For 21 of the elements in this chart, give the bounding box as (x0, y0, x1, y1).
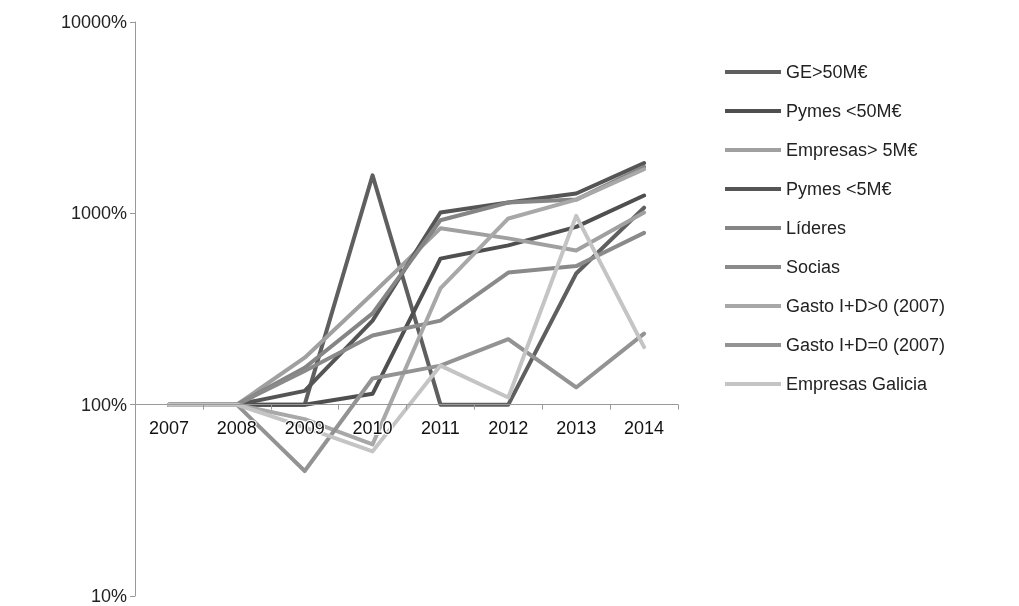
legend-label: Pymes <5M€ (786, 179, 892, 199)
x-tick-label: 2009 (284, 417, 325, 438)
y-tick-label: 10% (90, 586, 127, 606)
x-tick-label: 2012 (488, 417, 529, 438)
x-tick-label: 2014 (624, 417, 665, 438)
x-tick-label: 2011 (421, 417, 460, 438)
x-tick-label: 2013 (556, 417, 597, 438)
x-tick-label: 2007 (148, 417, 189, 438)
x-tick-label: 2010 (352, 417, 393, 438)
legend-label: Gasto I+D>0 (2007) (786, 296, 946, 316)
legend-label: Empresas> 5M€ (786, 140, 918, 160)
x-tick-label: 2008 (216, 417, 257, 438)
legend-label: GE>50M€ (786, 62, 868, 82)
y-tick-label: 1000% (70, 203, 127, 224)
legend-label: Pymes <50M€ (786, 101, 902, 121)
legend-label: Líderes (786, 218, 847, 238)
legend-label: Gasto I+D=0 (2007) (786, 335, 946, 355)
legend-label: Empresas Galicia (786, 374, 929, 394)
legend-label: Socias (786, 257, 841, 277)
y-tick-label: 10000% (60, 12, 127, 32)
y-tick-label: 100% (80, 394, 127, 415)
